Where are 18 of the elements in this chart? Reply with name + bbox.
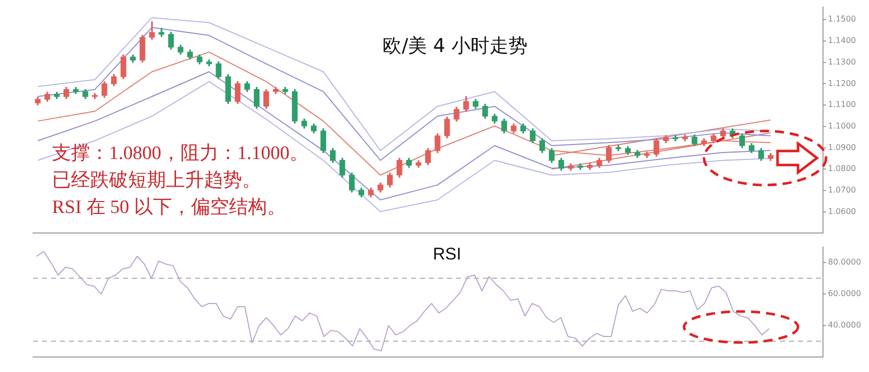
chart-title: RSI [432,244,462,264]
y-tick-label: 80.0000 [828,258,862,267]
y-tick-label: 1.1400 [828,36,856,46]
y-tick-label: 1.1300 [828,57,856,66]
y-tick-label: 1.1500 [828,14,856,24]
y-tick-label: 60.0000 [828,289,862,298]
y-tick-label: 1.1000 [828,121,856,130]
annotation: 支撑：1.0800，阻力：1.1000。 [52,142,308,166]
y-tick-label: 1.0800 [828,164,856,174]
y-tick-label: 1.0900 [828,142,856,152]
y-tick-label: 1.0700 [828,186,856,195]
y-tick-label: 1.1100 [828,100,856,110]
text: 欧/美 4 小时走势 [382,34,528,57]
y-tick-label: 40.0000 [828,320,862,330]
y-tick-label: 1.0600 [828,206,856,216]
y-tick-label: 1.1200 [828,78,856,88]
annotation: 已经跌破短期上升趋势。 [52,169,262,193]
annotation: RSI 在 50 以下，偏空结构。 [52,196,287,220]
